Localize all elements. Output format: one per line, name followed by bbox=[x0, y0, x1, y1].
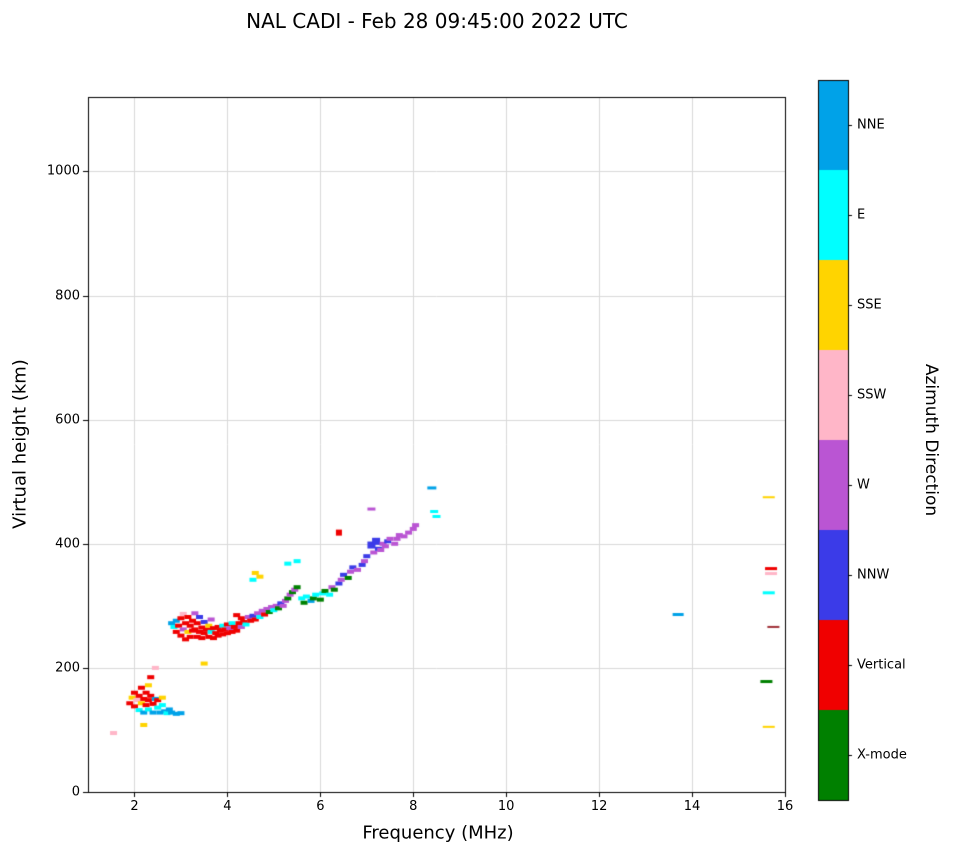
colorbar-label-nne: NNE bbox=[857, 117, 885, 133]
y-tick-label: 0 bbox=[71, 784, 80, 800]
y-tick-label: 800 bbox=[55, 288, 80, 304]
y-axis-label: Virtual height (km) bbox=[9, 359, 31, 529]
x-tick-label: 2 bbox=[130, 799, 139, 814]
colorbar-label-x-mode: X-mode bbox=[857, 747, 907, 763]
colorbar-axis-label: Azimuth Direction bbox=[921, 363, 941, 517]
colorbar-label-e: E bbox=[857, 207, 866, 223]
x-tick-label: 10 bbox=[497, 799, 515, 814]
x-tick-label: 4 bbox=[223, 799, 232, 814]
x-tick-label: 12 bbox=[590, 799, 608, 814]
x-axis-label: Frequency (MHz) bbox=[362, 822, 514, 844]
y-tick-label: 200 bbox=[55, 660, 80, 676]
y-tick-label: 1000 bbox=[46, 163, 80, 179]
colorbar-label-ssw: SSW bbox=[857, 387, 887, 403]
x-tick-label: 8 bbox=[409, 799, 418, 814]
colorbar-label-vertical: Vertical bbox=[857, 657, 906, 673]
colorbar-label-nnw: NNW bbox=[857, 567, 890, 583]
colorbar-label-w: W bbox=[857, 477, 870, 493]
y-tick-label: 600 bbox=[55, 412, 80, 428]
page-title: NAL CADI - Feb 28 09:45:00 2022 UTC bbox=[246, 9, 628, 33]
x-tick-label: 6 bbox=[316, 799, 325, 814]
x-tick-label: 14 bbox=[683, 799, 701, 814]
colorbar-label-sse: SSE bbox=[857, 297, 882, 313]
x-tick-label: 16 bbox=[776, 799, 794, 814]
y-tick-label: 400 bbox=[55, 536, 80, 552]
